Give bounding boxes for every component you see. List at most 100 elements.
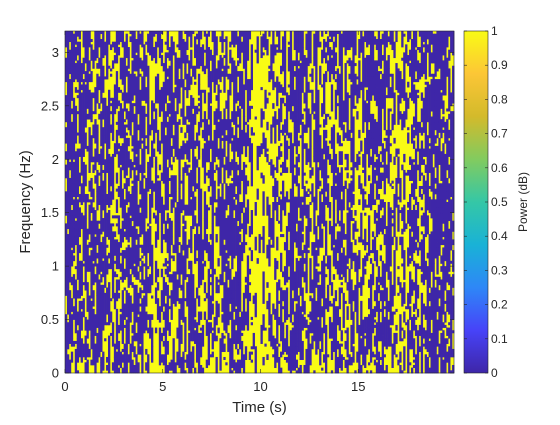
heatmap-cell-low [141,140,144,144]
heatmap-cell-low [154,231,158,248]
heatmap-cell-low [100,359,103,363]
heatmap-cell-low [291,199,295,227]
heatmap-cell-low [303,367,306,374]
heatmap-cell-low [65,191,68,211]
heatmap-cell-low [65,346,68,358]
heatmap-cell-low [450,33,453,53]
heatmap-cell-low [426,180,429,184]
heatmap-cell-low [366,97,369,101]
heatmap-cell-low [184,316,187,331]
heatmap-cell-low [442,175,445,211]
heatmap-cell-low [160,87,164,91]
heatmap-cell-low [164,41,167,45]
heatmap-cell-low [393,92,396,107]
heatmap-cell-low [244,242,248,246]
heatmap-cell-low [338,137,341,147]
heatmap-cell-low [250,79,253,91]
heatmap-cell-low [280,97,283,123]
heatmap-cell-low [82,57,85,75]
heatmap-cell-low [352,330,355,334]
heatmap-cell-low [278,300,281,304]
heatmap-cell-low [338,73,341,99]
heatmap-cell-low [182,151,185,155]
heatmap-cell-low [190,137,193,149]
heatmap-cell-low [182,226,185,251]
heatmap-cell-low [371,60,375,77]
heatmap-cell-low [184,41,187,45]
heatmap-cell-low [160,290,164,302]
heatmap-cell-low [377,223,381,235]
heatmap-cell-low [119,145,123,165]
heatmap-cell-low [346,306,349,320]
heatmap-cell-low [346,188,349,198]
heatmap-cell-low [166,364,169,374]
heatmap-cell-low [285,111,289,136]
heatmap-cell-low [80,223,83,230]
heatmap-cell-low [248,105,252,115]
heatmap-cell-low [92,92,95,99]
heatmap-cell-low [74,31,78,45]
heatmap-cell-low [147,354,150,374]
heatmap-cell-low [199,364,203,374]
heatmap-cell-low [176,231,179,248]
heatmap-cell-low [299,135,302,139]
heatmap-cell-low [72,282,76,288]
heatmap-cell-low [131,282,134,288]
heatmap-cell-low [430,287,433,302]
heatmap-cell-low [442,100,445,115]
heatmap-cell-low [407,338,410,360]
heatmap-cell-low [242,31,246,69]
heatmap-cell-low [90,180,93,198]
heatmap-cell-low [311,89,314,96]
heatmap-cell-low [324,202,328,206]
heatmap-cell-low [70,215,74,248]
heatmap-cell-low [131,180,134,184]
heatmap-cell-low [74,348,78,374]
heatmap-cell-low [104,242,107,288]
heatmap-cell-low [405,44,408,64]
heatmap-cell-low [78,193,81,203]
heatmap-cell-low [354,92,357,96]
heatmap-cell-low [213,169,216,173]
heatmap-cell-low [244,346,248,352]
heatmap-cell-low [409,258,412,262]
heatmap-cell-low [383,185,386,195]
heatmap-cell-low [409,306,412,320]
heatmap-cell-low [420,231,424,235]
heatmap-cell-low [272,31,275,64]
heatmap-cell-low [438,121,441,133]
heatmap-cell-low [65,68,68,83]
heatmap-cell-low [237,218,240,222]
heatmap-cell-low [197,167,201,227]
heatmap-cell-low [358,236,361,243]
heatmap-cell-low [102,97,105,120]
heatmap-cell-low [303,73,306,77]
heatmap-cell-low [250,322,253,326]
heatmap-cell-low [262,135,265,149]
heatmap-cell-low [137,316,140,326]
heatmap-cell-low [367,129,371,157]
heatmap-cell-low [356,153,359,171]
heatmap-cell-low [174,250,177,254]
heatmap-cell-low [313,33,316,59]
colorbar-ticks: 00.10.20.30.40.50.60.70.80.91 [464,24,508,380]
heatmap-cell-low [254,346,257,374]
heatmap-cell-low [70,121,74,133]
heatmap-cell-low [188,164,191,168]
heatmap-cell-low [176,76,179,115]
heatmap-cell-low [301,210,304,222]
heatmap-cell-low [209,71,212,88]
heatmap-cell-low [344,234,347,240]
heatmap-cell-low [65,282,68,296]
heatmap-cell-low [111,153,115,189]
heatmap-cell-low [319,79,322,85]
heatmap-cell-low [336,31,340,35]
heatmap-cell-low [350,79,353,83]
heatmap-cell-low [301,127,304,136]
heatmap-cell-low [190,322,193,334]
heatmap-cell-low [119,314,123,331]
colorbar-tick-label: 0.6 [491,161,508,175]
heatmap-cell-low [270,159,273,163]
heatmap-cell-low [430,300,433,318]
heatmap-cell-low [420,327,424,371]
